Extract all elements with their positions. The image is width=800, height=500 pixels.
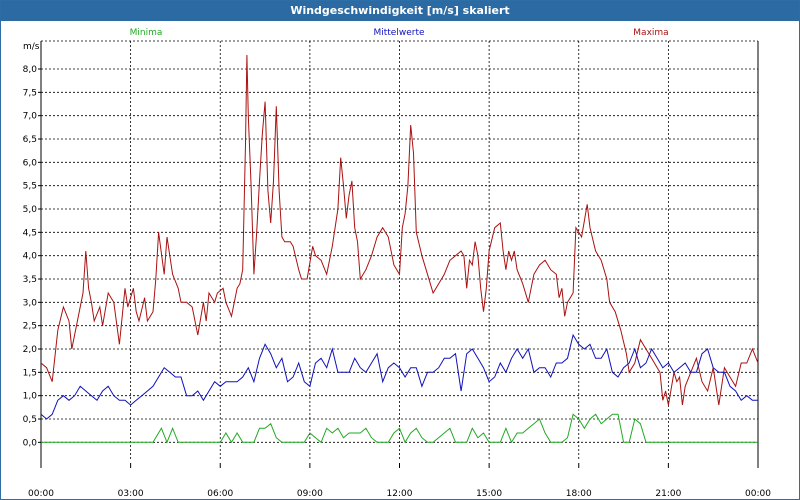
y-tick-label: 4,0 bbox=[23, 252, 38, 262]
legend-minima: Minima bbox=[130, 28, 163, 38]
y-axis-label: m/s bbox=[23, 42, 40, 52]
y-tick-label: 5,5 bbox=[23, 182, 37, 192]
chart-title: Windgeschwindigkeit [m/s] skaliert bbox=[1, 1, 799, 21]
y-tick-label: 6,0 bbox=[23, 158, 38, 168]
y-tick-label: 8,0 bbox=[23, 65, 38, 75]
grid-lines bbox=[40, 40, 759, 466]
wind-speed-chart: 0,0 0,5 1,0 1,5 2,0 2,5 3,0 3,5 4,0 4,5 5,0 5,5 6,0 6… bbox=[23, 28, 772, 499]
legend: Maxima Mittelwerte Minima bbox=[130, 28, 669, 38]
x-tick-time: 06:00 bbox=[207, 489, 233, 499]
y-tick-label: 1,0 bbox=[23, 392, 38, 402]
y-axis-ticks: 0,0 0,5 1,0 1,5 2,0 2,5 3,0 3,5 4,0 4,5 5,0 5,5 6,0 6… bbox=[23, 65, 41, 448]
x-tick-time: 15:00 bbox=[476, 489, 502, 499]
y-tick-label: 0,5 bbox=[23, 415, 37, 425]
y-tick-label: 0,0 bbox=[23, 438, 38, 448]
y-tick-label: 3,5 bbox=[23, 275, 37, 285]
y-tick-label: 3,0 bbox=[23, 298, 38, 308]
x-tick-time: 21:00 bbox=[655, 489, 681, 499]
x-axis-ticks: 00:0026.02.2403:0026.02.2406:0026.02.240… bbox=[28, 463, 771, 499]
legend-maxima: Maxima bbox=[633, 28, 668, 38]
x-tick-time: 18:00 bbox=[566, 489, 592, 499]
x-tick-time: 00:00 bbox=[745, 489, 771, 499]
y-tick-label: 1,5 bbox=[23, 368, 37, 378]
series-line-maxima bbox=[40, 54, 759, 406]
y-tick-label: 4,5 bbox=[23, 228, 37, 238]
x-tick-time: 03:00 bbox=[118, 489, 144, 499]
y-tick-label: 7,0 bbox=[23, 112, 38, 122]
y-tick-label: 7,5 bbox=[23, 88, 37, 98]
series-line-mittelwerte bbox=[40, 333, 758, 420]
x-tick-time: 12:00 bbox=[387, 489, 413, 499]
y-tick-label: 5,0 bbox=[23, 205, 38, 215]
x-tick-time: 00:00 bbox=[28, 489, 54, 499]
legend-mittelwerte: Mittelwerte bbox=[373, 28, 424, 38]
y-tick-label: 2,0 bbox=[23, 345, 38, 355]
y-tick-label: 2,5 bbox=[23, 322, 37, 332]
x-tick-time: 09:00 bbox=[297, 489, 323, 499]
series-lines bbox=[40, 54, 759, 444]
y-tick-label: 6,5 bbox=[23, 135, 37, 145]
series-line-minima bbox=[41, 413, 758, 444]
